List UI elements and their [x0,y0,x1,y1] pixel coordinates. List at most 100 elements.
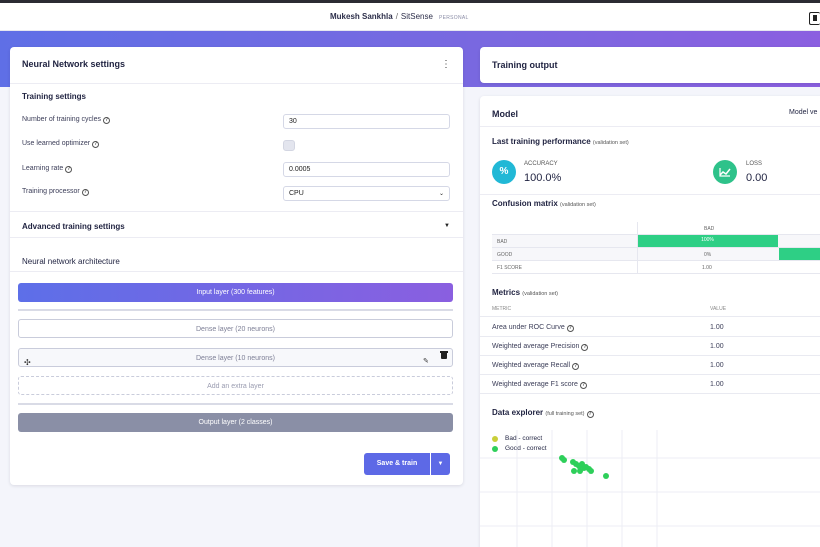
training-settings-heading: Training settings [22,92,87,101]
save-train-button[interactable]: Save & train [364,453,430,475]
help-icon[interactable]: ? [102,117,110,124]
breadcrumb: Mukesh Sankhla / SitSense PERSONAL [330,12,469,21]
advanced-settings-toggle[interactable]: Advanced training settings [22,222,125,231]
layer-connector [18,309,453,311]
training-processor-label: Training processor? [22,188,89,196]
loss-label: LOSS [746,161,763,167]
data-explorer-plot[interactable] [480,430,820,547]
confusion-row: BAD 100% [492,235,820,248]
more-options-icon[interactable]: ⋮ [441,59,451,70]
metric-column-header: METRIC [492,306,512,312]
training-output-title[interactable]: Training output [492,60,558,70]
divider [10,211,463,212]
help-icon[interactable]: ? [572,363,580,370]
metric-row: Weighted average F1 score? 1.00 [480,375,820,394]
confusion-row: F1 SCORE 1.00 [492,261,820,274]
project-badge: PERSONAL [438,15,469,21]
legend-label-bad[interactable]: Bad - correct [505,435,543,442]
metric-name: Weighted average Precision? [492,343,589,351]
dense-layer-2[interactable]: ✣ Dense layer (10 neurons) ✎ [18,348,453,367]
model-card: Model Model ve Last training performance… [480,96,820,547]
training-processor-select[interactable]: CPU ⌄ [283,186,450,201]
percent-icon: % [492,160,516,184]
legend-marker-bad [492,436,498,442]
drag-handle-icon[interactable]: ✣ [24,358,31,367]
metric-value: 1.00 [710,381,724,388]
data-point [561,457,567,463]
help-icon[interactable]: ? [92,141,100,148]
confusion-heading: Confusion matrix (validation set) [492,199,596,208]
metrics-header-row: METRIC VALUE [480,301,820,317]
metric-row: Weighted average Recall? 1.00 [480,356,820,375]
metric-name: Area under ROC Curve? [492,324,574,332]
training-cycles-input[interactable] [283,114,450,129]
layer-connector [18,403,453,405]
confusion-cell-good-bad: 0% [704,252,712,258]
chart-icon [713,160,737,184]
top-bar: Mukesh Sankhla / SitSense PERSONAL [0,3,820,31]
help-icon[interactable]: ? [586,411,594,418]
output-layer[interactable]: Output layer (2 classes) [18,413,453,432]
confusion-cell-bad-bad: 100% [637,235,778,247]
accuracy-value: 100.0% [524,172,562,184]
dense-layer-2-label: Dense layer (10 neurons) [196,355,275,362]
divider [10,83,463,84]
training-output-card: Training output [480,47,820,83]
help-icon[interactable]: ? [566,325,574,332]
chevron-down-icon: ⌄ [438,191,444,197]
confusion-grid-line [637,222,638,274]
help-icon[interactable]: ? [581,344,589,351]
metric-value: 1.00 [710,343,724,350]
learned-optimizer-label: Use learned optimizer? [22,140,100,148]
trash-icon[interactable] [440,351,448,359]
confusion-cell-good-good [779,248,820,260]
metric-value: 1.00 [710,324,724,331]
panel-toggle-icon[interactable] [809,12,820,25]
value-column-header: VALUE [710,306,727,312]
data-point [588,468,594,474]
settings-title: Neural Network settings [22,59,126,69]
help-icon[interactable]: ? [65,166,73,173]
breadcrumb-user[interactable]: Mukesh Sankhla [330,12,393,21]
add-layer-button[interactable]: Add an extra layer [18,376,453,395]
save-train-dropdown-button[interactable]: ▼ [431,453,450,475]
learning-rate-input[interactable] [283,162,450,177]
metrics-heading: Metrics (validation set) [492,288,559,297]
confusion-row-label: F1 SCORE [497,265,523,271]
data-point [577,468,583,474]
architecture-heading: Neural network architecture [22,257,120,266]
caret-down-icon[interactable]: ▼ [444,223,450,229]
window-top-border [0,0,820,3]
edit-icon[interactable]: ✎ [423,358,429,365]
loss-value: 0.00 [746,172,768,184]
legend-marker-good [492,446,498,452]
learned-optimizer-toggle[interactable] [283,140,295,151]
data-point [571,468,577,474]
divider [480,126,820,127]
help-icon[interactable]: ? [81,189,89,196]
breadcrumb-separator: / [395,12,398,21]
input-layer[interactable]: Input layer (300 features) [18,283,453,302]
dense-layer-1[interactable]: Dense layer (20 neurons) [18,319,453,338]
help-icon[interactable]: ? [579,382,587,389]
learning-rate-label: Learning rate? [22,165,73,173]
neural-network-settings-card: Neural Network settings ⋮ Training setti… [10,47,463,485]
divider [10,271,463,272]
accuracy-label: ACCURACY [524,161,558,167]
data-point [603,473,609,479]
f1-score-bad: 1.00 [702,265,712,271]
metric-name: Weighted average F1 score? [492,381,587,389]
confusion-row-label: BAD [497,239,508,245]
legend-label-good[interactable]: Good - correct [505,445,547,452]
model-version-selector[interactable]: Model ve [789,109,818,116]
performance-heading: Last training performance (validation se… [492,137,629,146]
divider [10,237,463,238]
confusion-header-row: BAD [492,222,820,235]
divider [480,194,820,195]
training-cycles-label: Number of training cycles? [22,116,110,124]
confusion-row-label: GOOD [497,252,513,258]
confusion-col-header: BAD [704,226,715,232]
metric-value: 1.00 [710,362,724,369]
confusion-row: GOOD 0% [492,248,820,261]
breadcrumb-project[interactable]: SitSense [400,12,433,21]
